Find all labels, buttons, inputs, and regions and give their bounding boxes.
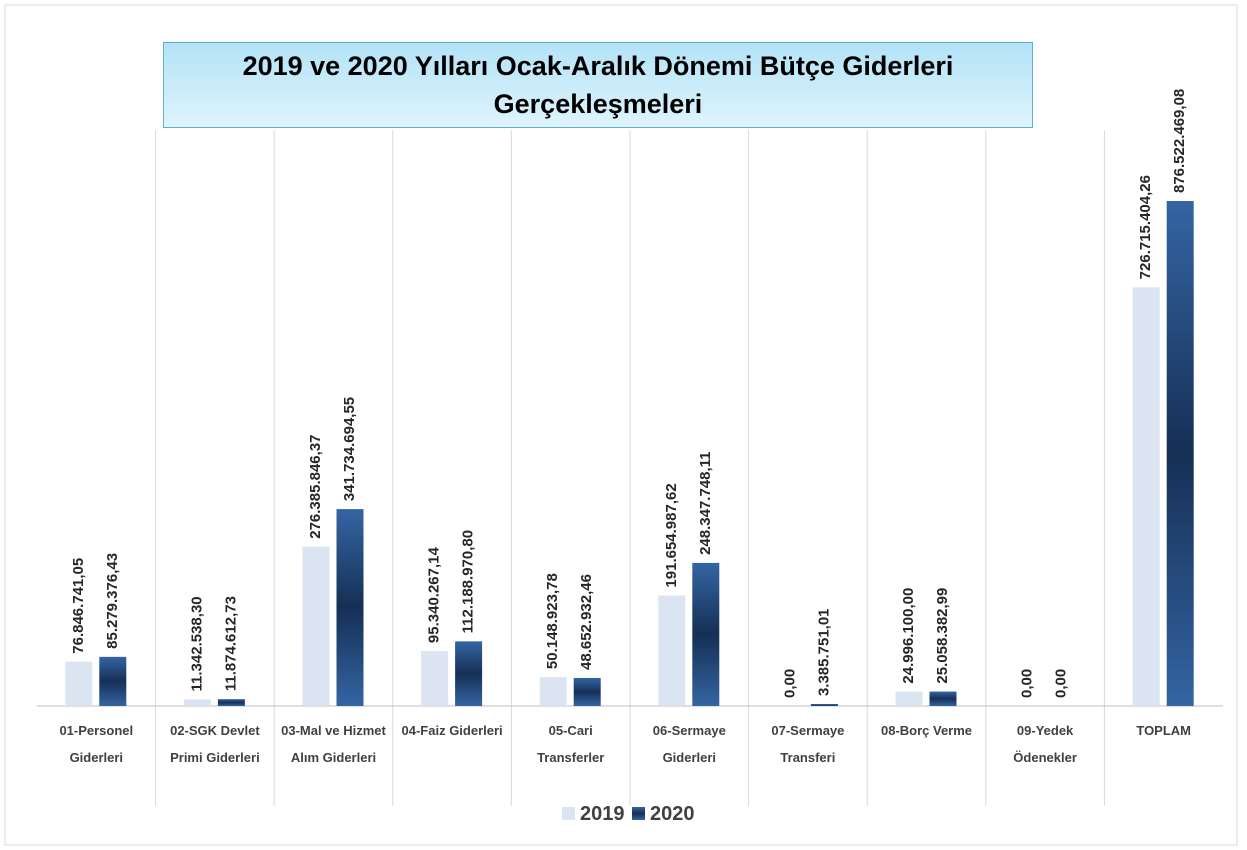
bar: [929, 691, 957, 706]
bar: [183, 699, 211, 706]
legend-label: 2020: [650, 803, 695, 825]
value-label: 24.996.100,00: [900, 588, 917, 684]
value-label: 112.188.970,80: [460, 530, 477, 633]
x-tick-label: 06-Sermaye Giderleri: [652, 723, 726, 765]
value-label: 3.385.751,01: [815, 608, 832, 696]
x-tick-label: 07-Sermaye Transferi: [771, 723, 845, 765]
x-tick-label: TOPLAM: [1136, 723, 1192, 738]
bar: [692, 562, 720, 706]
legend-swatch: [632, 807, 645, 820]
x-tick-label: 01-Personel Giderleri: [59, 723, 134, 765]
value-label: 11.342.538,30: [188, 596, 205, 691]
legend-item: 2019: [562, 803, 625, 826]
value-label: 726.715.404,26: [1137, 175, 1154, 279]
legend-swatch: [562, 807, 575, 820]
x-tick-label: 02-SGK Devlet Primi Giderleri: [170, 723, 260, 765]
bar: [302, 546, 330, 706]
bar: [573, 677, 601, 706]
value-label: 248.347.748,11: [697, 451, 714, 554]
x-tick-label: 09-Yedek Ödenekler: [1013, 723, 1077, 765]
value-label: 0,00: [1019, 669, 1036, 698]
x-tick-label: 05-Cari Transferler: [537, 723, 605, 765]
bar: [99, 656, 127, 706]
bar: [65, 661, 93, 706]
x-tick-label: 03-Mal ve Hizmet Alım Giderleri: [281, 723, 386, 765]
value-label: 0,00: [1053, 669, 1070, 698]
chart-title: 2019 ve 2020 Yılları Ocak-Aralık Dönemi …: [163, 42, 1033, 128]
bar: [810, 704, 838, 706]
value-label: 48.652.932,46: [578, 574, 595, 670]
value-label: 876.522.469,08: [1171, 89, 1188, 193]
value-label: 25.058.382,99: [934, 588, 951, 684]
x-tick-label: 04-Faiz Giderleri: [401, 723, 503, 738]
bar: [336, 509, 364, 706]
value-label: 11.874.612,73: [222, 596, 239, 691]
bar: [895, 691, 923, 706]
value-label: 50.148.923,78: [544, 573, 561, 669]
bar: [455, 641, 483, 706]
value-label: 341.734.694,55: [341, 397, 358, 501]
bar: [1132, 287, 1160, 706]
bar: [658, 595, 686, 706]
bar: [539, 677, 567, 706]
value-label: 276.385.846,37: [307, 434, 324, 538]
bar: [421, 651, 449, 706]
border: [4, 4, 1238, 846]
value-label: 85.279.376,43: [104, 553, 121, 649]
legend-label: 2019: [580, 803, 625, 825]
bar: [1166, 201, 1194, 706]
value-label: 0,00: [781, 669, 798, 698]
x-tick-label: 08-Borç Verme: [880, 723, 973, 738]
value-label: 191.654.987,62: [663, 483, 680, 587]
value-label: 76.846.741,05: [70, 558, 87, 654]
value-label: 95.340.267,14: [426, 546, 443, 643]
bar: [217, 699, 245, 706]
legend-item: 2020: [632, 803, 695, 826]
